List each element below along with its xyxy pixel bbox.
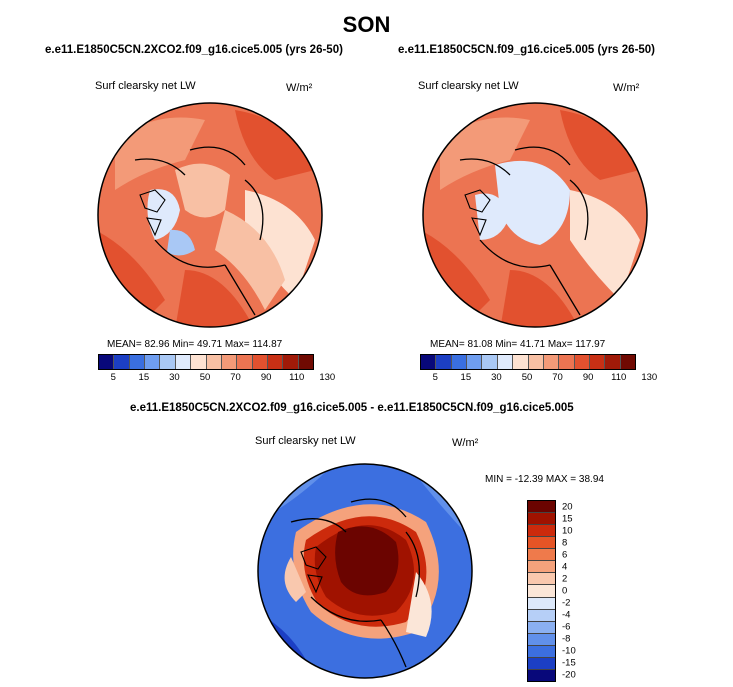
panel-1-colorbar-swatch <box>252 355 268 369</box>
panel-2-colorbar-tick-label: 110 <box>611 372 627 383</box>
panel-1-colorbar-tick-label: 50 <box>199 372 211 383</box>
diff-colorbar-swatch <box>528 657 555 670</box>
panel-1-colorbar-swatch <box>267 355 284 369</box>
diff-variable-label: Surf clearsky net LW <box>255 435 356 447</box>
diff-colorbar-swatch <box>528 633 555 646</box>
panel-1-colorbar-tick-label: 30 <box>169 372 180 383</box>
diff-colorbar-swatch <box>528 621 555 634</box>
panel-1-colorbar-swatch <box>237 355 253 369</box>
diff-case-title: e.e11.E1850C5CN.2XCO2.f09_g16.cice5.005 … <box>130 402 574 414</box>
diff-colorbar-swatch <box>528 609 555 622</box>
panel-2-colorbar-swatch <box>451 355 468 369</box>
panel-2-colorbar-swatch <box>513 355 529 369</box>
panel-2-colorbar-tick-label: 30 <box>491 372 502 383</box>
diff-colorbar-tick-label: 4 <box>562 561 568 573</box>
diff-colorbar-swatch <box>528 537 555 550</box>
diff-colorbar-tick-label: 0 <box>562 585 568 597</box>
panel-1-case-title: e.e11.E1850C5CN.2XCO2.f09_g16.cice5.005 … <box>45 44 343 56</box>
diff-colorbar-swatch <box>528 585 555 598</box>
panel-2-colorbar-swatch <box>559 355 575 369</box>
panel-1-colorbar-swatch <box>191 355 207 369</box>
diff-colorbar-swatch <box>528 669 555 681</box>
diff-colorbar-tick-label: 8 <box>562 537 568 549</box>
panel-2-colorbar-swatch <box>620 355 636 369</box>
panel-1-colorbar-tick-label: 70 <box>230 372 241 383</box>
panel-2-colorbar-tick-label: 130 <box>641 372 658 383</box>
panel-2-colorbar-swatch <box>528 355 544 369</box>
panel-2-colorbar-tick-label: 90 <box>582 372 594 383</box>
panel-2-colorbar-swatch <box>482 355 498 369</box>
panel-1-colorbar-swatch <box>298 355 314 369</box>
panel-1-colorbar-swatch <box>221 355 238 369</box>
diff-colorbar-tick-label: 15 <box>562 513 573 525</box>
diff-stats: MIN = -12.39 MAX = 38.94 <box>485 474 604 485</box>
panel-1-colorbar-tick-label: 15 <box>138 372 150 383</box>
diff-colorbar-swatch <box>528 597 555 610</box>
panel-2-colorbar <box>420 354 636 370</box>
panel-2-variable-label: Surf clearsky net LW <box>418 80 519 92</box>
panel-1-colorbar-tick-label: 130 <box>319 372 336 383</box>
panel-1-colorbar-tick-label: 5 <box>110 372 116 383</box>
diff-colorbar-tick-label: -10 <box>562 645 576 657</box>
diff-colorbar-swatch <box>528 501 555 514</box>
panel-2-colorbar-swatch <box>605 355 621 369</box>
panel-2-colorbar-swatch <box>543 355 560 369</box>
panel-1-colorbar-swatch <box>160 355 176 369</box>
panel-2-colorbar-tick-label: 5 <box>432 372 438 383</box>
panel-2-colorbar-swatch <box>436 355 452 369</box>
diff-colorbar-swatch <box>528 561 555 574</box>
panel-2-colorbar-swatch <box>421 355 437 369</box>
diff-colorbar-tick-label: 20 <box>562 501 573 513</box>
diff-colorbar-tick-label: 10 <box>562 525 573 537</box>
diff-units-label: W/m² <box>452 437 479 449</box>
diff-colorbar-swatch <box>528 573 555 586</box>
diff-colorbar-tick-label: -20 <box>562 669 576 681</box>
panel-2-case-title: e.e11.E1850C5CN.f09_g16.cice5.005 (yrs 2… <box>398 44 656 56</box>
diff-colorbar-tick-label: 6 <box>562 549 568 561</box>
panel-1-colorbar-swatch <box>145 355 161 369</box>
diff-colorbar-swatch <box>528 513 555 526</box>
panel-2-colorbar-tick-label: 70 <box>552 372 563 383</box>
diff-colorbar-tick-label: 2 <box>562 573 568 585</box>
panel-1-colorbar-swatch <box>206 355 222 369</box>
diff-colorbar-tick-label: -4 <box>562 609 571 621</box>
panel-1-colorbar-swatch <box>129 355 146 369</box>
diff-colorbar-tick-label: -6 <box>562 621 571 633</box>
panel-2-units-label: W/m² <box>613 82 640 94</box>
panel-1-polar-map <box>97 102 323 328</box>
diff-colorbar-swatch <box>528 525 555 538</box>
diff-colorbar-swatch <box>528 645 555 658</box>
diff-colorbar-tick-label: -8 <box>562 633 571 645</box>
panel-2-colorbar-swatch <box>497 355 514 369</box>
panel-2-colorbar-swatch <box>574 355 590 369</box>
panel-1-colorbar-swatch <box>175 355 192 369</box>
panel-1-variable-label: Surf clearsky net LW <box>95 80 196 92</box>
panel-1-colorbar-tick-label: 110 <box>289 372 305 383</box>
panel-1-colorbar-swatch <box>283 355 299 369</box>
diff-colorbar <box>527 500 556 682</box>
panel-1-stats: MEAN= 82.96 Min= 49.71 Max= 114.87 <box>107 339 283 350</box>
panel-1-colorbar-tick-label: 90 <box>260 372 272 383</box>
panel-1-colorbar-swatch <box>114 355 130 369</box>
diff-colorbar-tick-label: -2 <box>562 597 571 609</box>
page-title: SON <box>342 12 391 37</box>
diff-colorbar-tick-label: -15 <box>562 657 576 669</box>
panel-1-units-label: W/m² <box>286 82 313 94</box>
diff-colorbar-swatch <box>528 549 555 562</box>
panel-2-polar-map <box>422 102 648 328</box>
panel-1-colorbar <box>98 354 314 370</box>
panel-2-stats: MEAN= 81.08 Min= 41.71 Max= 117.97 <box>430 339 606 350</box>
panel-2-colorbar-swatch <box>589 355 606 369</box>
panel-2-colorbar-tick-label: 15 <box>460 372 472 383</box>
panel-2-colorbar-swatch <box>467 355 483 369</box>
diff-polar-map <box>257 463 473 679</box>
panel-2-colorbar-tick-label: 50 <box>521 372 533 383</box>
panel-1-colorbar-swatch <box>99 355 115 369</box>
